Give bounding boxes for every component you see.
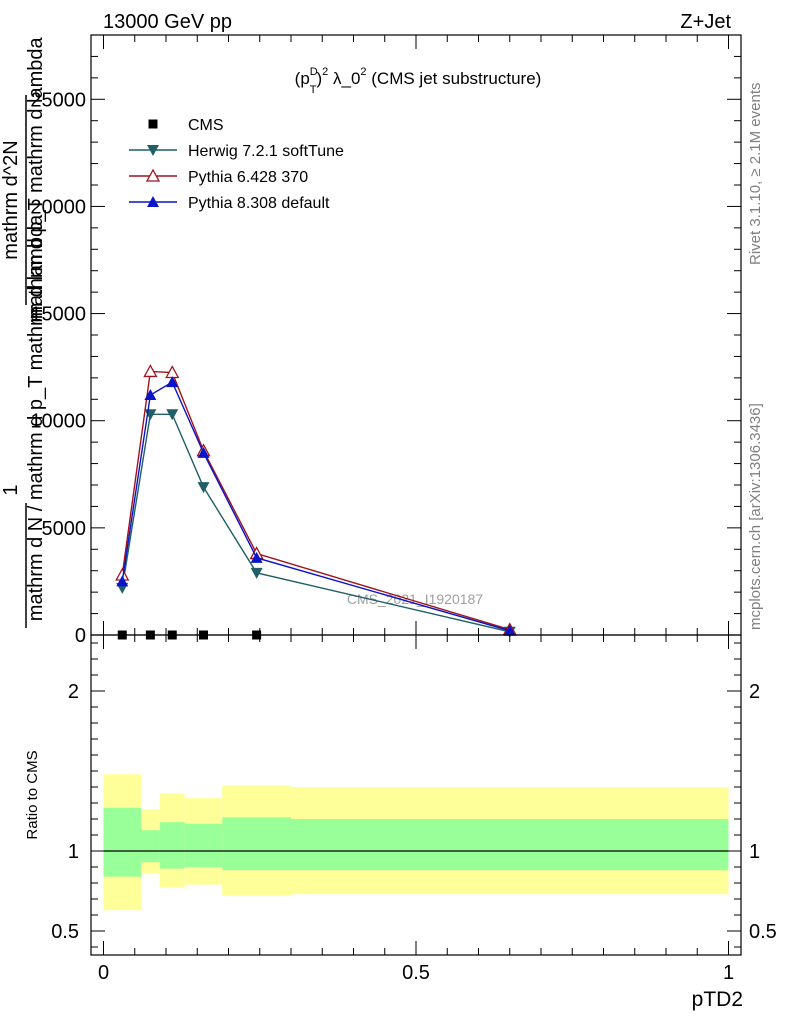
- y-label-line-4: mathrm d p_T mathrm d lambda: [25, 36, 47, 322]
- legend-marker-pythia-6-428-370: [145, 168, 161, 182]
- legend-label-herwig-7-2-1-softtune: Herwig 7.2.1 softTune: [188, 143, 344, 160]
- uncertainty-band-inner: [159, 822, 185, 869]
- header-left: 13000 GeV pp: [103, 11, 232, 33]
- side-text-bottom: mcplots.cern.ch [arXiv:1306.3436]: [747, 403, 764, 630]
- data-point-pythia-6-428-370: [143, 364, 158, 378]
- data-point-herwig-7-2-1-softtune: [166, 409, 179, 421]
- watermark: CMS_2021_I1920187: [347, 591, 483, 607]
- legend-marker-herwig-7-2-1-softtune: [147, 145, 159, 156]
- y-label-line-1: 1: [0, 484, 22, 495]
- data-point-herwig-7-2-1-softtune: [197, 482, 210, 494]
- data-point-pythia-8-308-default: [250, 551, 263, 563]
- ratio-y-tick-label-right: 0.5: [749, 921, 777, 943]
- ratio-y-tick-label-right: 2: [749, 681, 760, 703]
- uncertainty-band-inner: [103, 807, 141, 877]
- legend: CMS Herwig 7.2.1 softTune Pythia 6.428 370…: [129, 117, 344, 212]
- series-line-pythia-8-308-default: [121, 381, 510, 632]
- side-text-top: Rivet 3.1.10, ≥ 2.1M events: [747, 83, 764, 266]
- ratio-y-axis-label: Ratio to CMS: [24, 750, 41, 839]
- ratio-y-tick-label-left: 2: [68, 681, 79, 703]
- y-tick-label: 15000: [30, 304, 86, 326]
- x-tick-label: 0: [98, 962, 109, 984]
- y-tick-label: 25000: [30, 89, 86, 111]
- ratio-y-tick-label-left: 0.5: [51, 921, 79, 943]
- y-tick-label: 20000: [30, 196, 86, 218]
- uncertainty-band-inner: [141, 830, 160, 863]
- data-point-pythia-8-308-default: [503, 624, 516, 636]
- top-y-axis-label: 1 mathrm d N / mathrm d p_T mathrm d lam…: [0, 36, 47, 628]
- series-line-herwig-7-2-1-softtune: [121, 413, 510, 633]
- header-right: Z+Jet: [680, 11, 731, 33]
- ratio-plot-panel: 0 0.5 1 0.5 0.5 1 1 2 2: [51, 634, 777, 984]
- main-plot-panel: 0 5000 10000 15000 20000 25000 (pD T)2 λ_02 (CM…: [30, 34, 742, 647]
- x-axis-label: pTD2: [692, 988, 743, 1011]
- y-label-line-3: mathrm d^2N: [0, 140, 22, 259]
- x-tick-label: 0.5: [402, 962, 430, 984]
- y-label-line-2: mathrm d N / mathrm d p_T mathrm d lambd…: [25, 214, 47, 621]
- legend-label-cms: CMS: [188, 117, 224, 134]
- ratio-y-tick-label-right: 1: [749, 841, 760, 863]
- legend-marker-pythia-8-308-default: [147, 196, 159, 207]
- legend-label-pythia-6-428-370: Pythia 6.428 370: [188, 169, 308, 186]
- legend-marker-cms: [148, 119, 158, 129]
- y-tick-label: 5000: [42, 518, 87, 540]
- chart-title: (pD T)2 λ_02 (CMS jet substructure): [295, 66, 542, 96]
- y-tick-label: 10000: [30, 411, 86, 433]
- data-point-herwig-7-2-1-softtune: [250, 567, 263, 579]
- series-line-pythia-6-428-370: [121, 370, 510, 631]
- legend-label-pythia-8-308-default: Pythia 8.308 default: [188, 195, 330, 212]
- uncertainty-band-inner: [222, 817, 291, 871]
- data-point-pythia-8-308-default: [144, 389, 157, 400]
- ratio-y-tick-label-left: 1: [68, 841, 79, 863]
- x-tick-label: 1: [723, 962, 734, 984]
- data-point-pythia-8-308-default: [166, 376, 179, 388]
- y-tick-label: 0: [75, 625, 86, 647]
- data-point-pythia-8-308-default: [116, 575, 129, 587]
- uncertainty-band-inner: [184, 823, 223, 867]
- data-point-pythia-8-308-default: [197, 446, 210, 458]
- uncertainty-band-inner: [291, 819, 729, 871]
